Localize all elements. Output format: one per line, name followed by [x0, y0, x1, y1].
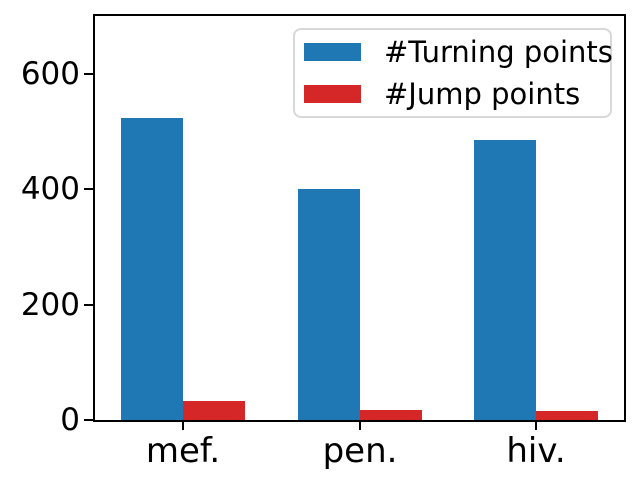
- x-tick-label-hiv: hiv.: [506, 431, 566, 471]
- legend-label-jump-points: #Jump points: [384, 76, 581, 111]
- bars-container: [95, 16, 624, 420]
- x-tick-mark: [359, 422, 361, 430]
- bar-jump-points-hiv: [536, 411, 598, 420]
- legend-swatch-jump-points-icon: [304, 85, 361, 103]
- bar-turning-points-mef: [121, 118, 183, 420]
- y-tick-label: 400: [20, 171, 80, 207]
- y-tick-mark: [84, 73, 93, 75]
- legend-swatch-turning-points-icon: [304, 43, 361, 61]
- bar-turning-points-hiv: [474, 140, 536, 420]
- y-tick-mark: [84, 419, 93, 421]
- legend-label-turning-points: #Turning points: [384, 34, 613, 69]
- y-tick-label: 600: [20, 56, 80, 92]
- y-tick-label: 200: [20, 287, 80, 323]
- x-tick-mark: [535, 422, 537, 430]
- x-tick-label-pen: pen.: [322, 431, 398, 471]
- bar-turning-points-pen: [298, 189, 360, 420]
- y-tick-label: 0: [60, 402, 80, 438]
- x-tick-mark: [182, 422, 184, 430]
- y-tick-mark: [84, 188, 93, 190]
- legend-item-jump-points: #Jump points: [304, 76, 610, 111]
- legend-item-turning-points: #Turning points: [304, 34, 613, 69]
- x-tick-label-mef: mef.: [145, 431, 221, 471]
- legend: #Turning points #Jump points: [293, 28, 613, 118]
- y-tick-mark: [84, 304, 93, 306]
- bar-jump-points-pen: [360, 410, 422, 420]
- bar-jump-points-mef: [183, 401, 245, 420]
